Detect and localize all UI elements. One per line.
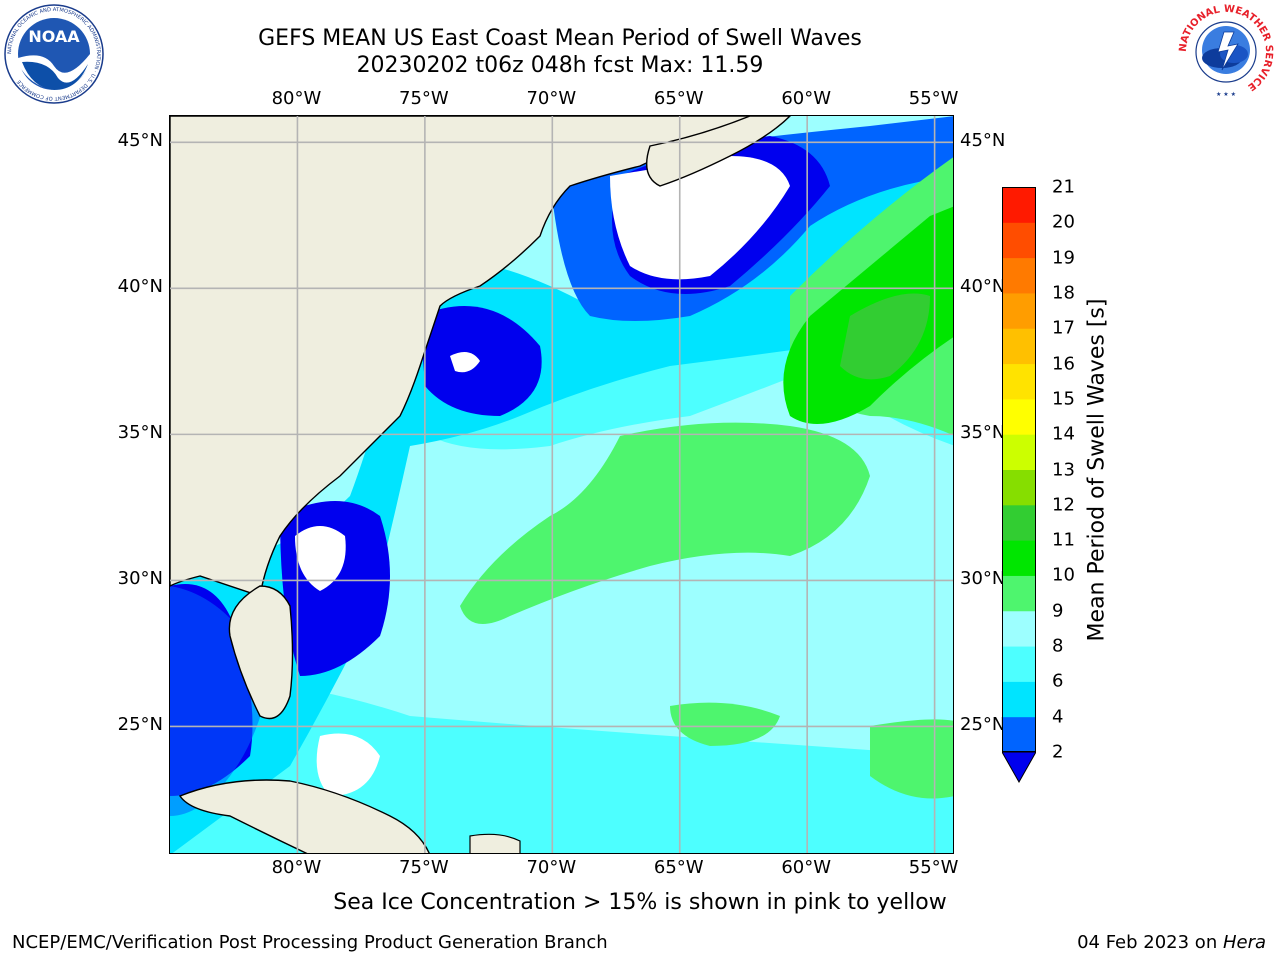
colorbar-tick-label: 6	[1052, 670, 1064, 692]
colorbar-tick-label: 19	[1052, 247, 1075, 269]
lat-tick-label-left: 45°N	[117, 130, 163, 152]
colorbar-segment	[1002, 292, 1036, 329]
no-data-bahamas	[316, 733, 380, 796]
no-data-midatlantic	[450, 352, 480, 373]
swell-band-4-6-coast	[170, 166, 953, 853]
land-nova-scotia	[646, 116, 791, 187]
lon-tick-label-bottom: 75°W	[399, 857, 449, 878]
colorbar-tick-label: 21	[1052, 176, 1075, 198]
colorbar-title: Mean Period of Swell Waves [s]	[1084, 298, 1110, 642]
map-panel	[169, 115, 954, 854]
nws-logo: NATIONAL WEATHER SERVICE ★ ★ ★	[1178, 4, 1274, 100]
chart-subtitle: 20230202 t06z 048h fcst Max: 11.59	[356, 53, 764, 78]
colorbar-tick-label: 9	[1052, 600, 1064, 622]
lat-tick-label-right: 30°N	[960, 568, 1006, 590]
colorbar-segment	[1002, 575, 1036, 612]
colorbar-tick-label: 18	[1052, 282, 1075, 304]
lon-tick-label-bottom: 80°W	[271, 857, 322, 878]
lat-tick-label-left: 35°N	[117, 422, 163, 444]
colorbar-segment	[1002, 398, 1036, 435]
no-data-gulf-of-maine	[610, 156, 790, 280]
colorbar-segment	[1002, 681, 1036, 718]
map-canvas	[170, 116, 953, 853]
lon-tick-label-bottom: 60°W	[781, 857, 832, 878]
colorbar-segment	[1002, 610, 1036, 647]
swell-band-11-12	[840, 293, 930, 380]
colorbar-segment	[1002, 222, 1036, 259]
swell-band-9-10-south-b	[870, 719, 953, 799]
colorbar-segment	[1002, 187, 1036, 223]
no-data-florida-shelf	[295, 526, 346, 591]
lat-tick-label-left: 25°N	[117, 714, 163, 736]
lon-tick-label-bottom: 65°W	[653, 857, 704, 878]
colorbar-tick-label: 12	[1052, 494, 1075, 516]
colorbar-tick-label: 4	[1052, 706, 1064, 728]
colorbar-segment	[1002, 257, 1036, 294]
colorbar-tick-label: 17	[1052, 317, 1075, 339]
noaa-logo: NOAA NATIONAL OCEANIC AND ATMOSPHERIC AD…	[4, 4, 104, 104]
machine-name: Hera	[1222, 932, 1266, 953]
colorbar-segment	[1002, 434, 1036, 470]
producer-credit: NCEP/EMC/Verification Post Processing Pr…	[12, 932, 608, 953]
colorbar-tick-label: 15	[1052, 388, 1075, 410]
colorbar-outline	[1002, 187, 1036, 752]
colorbar-segment	[1002, 328, 1036, 365]
colorbar-tick-label: 10	[1052, 564, 1075, 586]
lon-tick-label-top: 75°W	[399, 88, 449, 109]
lat-tick-label-left: 30°N	[117, 568, 163, 590]
colorbar-tick-label: 16	[1052, 353, 1075, 375]
colorbar-under-arrow	[1002, 751, 1036, 783]
land-florida-peninsula	[228, 585, 294, 720]
colorbar-segment	[1002, 716, 1036, 753]
noaa-logo-text: NOAA	[28, 27, 80, 46]
colorbar	[1002, 187, 1036, 783]
lon-tick-label-top: 80°W	[271, 88, 322, 109]
colorbar-segment	[1002, 646, 1036, 682]
swell-under-2-midatlantic	[420, 306, 542, 416]
colorbar-segment	[1002, 363, 1036, 400]
sea-ice-footnote: Sea Ice Concentration > 15% is shown in …	[333, 890, 947, 915]
run-date: 04 Feb 2023 on	[1077, 932, 1223, 953]
colorbar-segment	[1002, 540, 1036, 576]
lon-tick-label-top: 70°W	[526, 88, 577, 109]
colorbar-tick-label: 2	[1052, 741, 1064, 763]
lon-tick-label-top: 65°W	[653, 88, 704, 109]
svg-text:★ ★ ★: ★ ★ ★	[1216, 91, 1236, 98]
run-date-credit: 04 Feb 2023 on Hera	[1077, 932, 1266, 953]
lat-tick-label-right: 35°N	[960, 422, 1006, 444]
swell-band-9-10-central	[460, 422, 870, 624]
chart-title: GEFS MEAN US East Coast Mean Period of S…	[258, 26, 862, 51]
graticule	[170, 116, 953, 853]
colorbar-segment	[1002, 504, 1036, 541]
lat-tick-label-right: 40°N	[960, 276, 1006, 298]
lon-tick-label-bottom: 70°W	[526, 857, 577, 878]
land-hispaniola	[469, 833, 521, 853]
land-cuba	[178, 779, 430, 853]
lon-tick-label-top: 60°W	[781, 88, 832, 109]
lat-tick-label-right: 45°N	[960, 130, 1006, 152]
lat-tick-label-right: 25°N	[960, 714, 1006, 736]
colorbar-segment	[1002, 469, 1036, 506]
colorbar-tick-label: 20	[1052, 211, 1075, 233]
colorbar-tick-label: 14	[1052, 423, 1075, 445]
lon-tick-label-bottom: 55°W	[908, 857, 959, 878]
lon-tick-label-top: 55°W	[908, 88, 959, 109]
lat-tick-label-left: 40°N	[117, 276, 163, 298]
swell-band-9-10-south-a	[670, 702, 780, 746]
colorbar-tick-label: 13	[1052, 459, 1075, 480]
colorbar-tick-label: 11	[1052, 529, 1075, 551]
colorbar-tick-label: 8	[1052, 635, 1064, 657]
